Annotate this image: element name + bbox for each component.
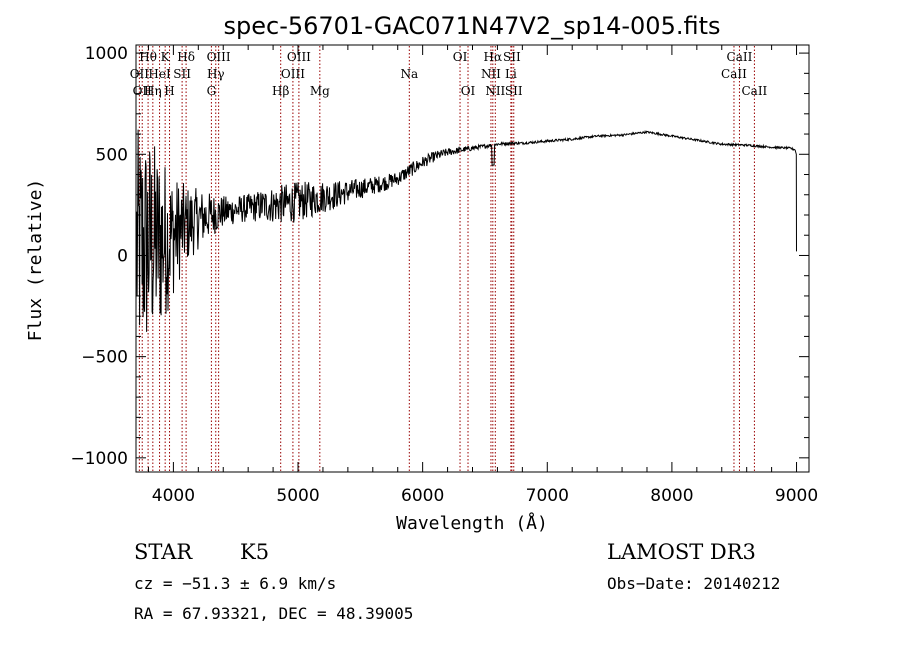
plot-frame <box>135 44 810 473</box>
survey-name: LAMOST DR3 <box>607 540 756 564</box>
y-tick-label: −1000 <box>70 449 128 469</box>
line-marker-label: Li <box>505 67 517 81</box>
x-tick-label: 5000 <box>276 486 319 506</box>
line-marker-label: Hα <box>484 50 503 64</box>
line-marker-label: Hδ <box>177 50 195 64</box>
line-marker-label: H <box>164 84 174 98</box>
line-marker-label: OIII <box>207 50 231 64</box>
line-marker-label: OII <box>133 84 153 98</box>
x-axis: 4000 5000 6000 7000 8000 9000 <box>147 45 818 506</box>
spectrum-line <box>136 129 797 332</box>
line-marker-label: CaII <box>741 84 767 98</box>
line-marker-label: OIII <box>287 50 311 64</box>
line-marker-label: Hβ <box>272 84 289 98</box>
line-marker-label: CaII <box>721 67 747 81</box>
line-marker-label: Hγ <box>207 67 225 81</box>
x-tick-label: 7000 <box>526 486 569 506</box>
line-markers <box>138 46 755 471</box>
object-class: STAR <box>134 540 193 564</box>
line-marker-label: NII <box>481 67 501 81</box>
line-marker-label: HeI <box>148 67 171 81</box>
line-marker-label: Mg <box>310 84 330 98</box>
y-tick-label: 1000 <box>85 44 128 64</box>
coordinates-text: RA = 67.93321, DEC = 48.39005 <box>134 604 413 623</box>
y-axis: −1000 −500 0 500 1000 <box>70 44 809 469</box>
y-tick-label: 0 <box>117 246 128 266</box>
object-subclass: K5 <box>240 540 269 564</box>
line-marker-label: OI <box>461 84 476 98</box>
obs-date-text: Obs−Date: 20140212 <box>607 574 780 593</box>
x-tick-label: 8000 <box>650 486 693 506</box>
line-marker-labels: OII OII Hθ Hη HeI K H SII Hδ G Hγ OIII Hβ OIII OIII Mg N… <box>130 50 768 98</box>
x-tick-label: 6000 <box>401 486 444 506</box>
line-marker-label: Hθ <box>139 50 157 64</box>
line-marker-label: NII <box>485 84 505 98</box>
line-marker-label: Hη <box>144 84 162 98</box>
line-marker-label: OIII <box>281 67 305 81</box>
y-tick-label: −500 <box>81 348 128 368</box>
y-axis-label: Flux (relative) <box>25 179 46 342</box>
y-tick-label: 500 <box>96 145 128 165</box>
redshift-text: cz = −51.3 ± 6.9 km/s <box>134 574 336 593</box>
line-marker-label: G <box>207 84 217 98</box>
line-marker-label: SII <box>503 50 521 64</box>
line-marker-label: K <box>161 50 171 64</box>
line-marker-label: Na <box>400 67 418 81</box>
line-marker-label: SII <box>173 67 191 81</box>
line-marker-label: OI <box>453 50 468 64</box>
chart-title: spec-56701-GAC071N47V2_sp14-005.fits <box>224 12 721 40</box>
x-axis-label: Wavelength (Å) <box>396 512 548 534</box>
line-marker-label: OII <box>130 67 150 81</box>
x-tick-label: 4000 <box>152 486 195 506</box>
line-marker-label: SII <box>505 84 523 98</box>
x-tick-label: 9000 <box>775 486 818 506</box>
line-marker-label: CaII <box>727 50 753 64</box>
